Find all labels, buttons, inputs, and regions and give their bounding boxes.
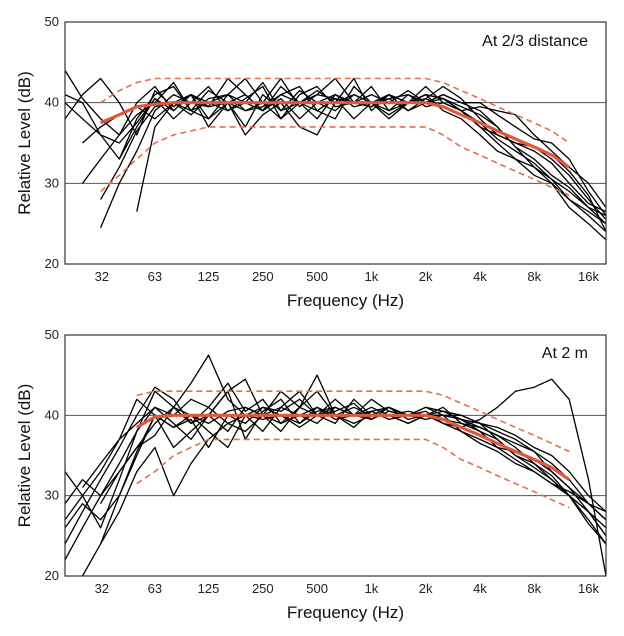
y-axis-label: Relative Level (dB): [15, 71, 34, 215]
lower-tolerance-line: [136, 438, 570, 509]
x-tick-label: 250: [252, 269, 274, 284]
measured-series-line: [118, 77, 606, 232]
x-tick-label: 4k: [473, 581, 487, 596]
y-tick-label: 40: [45, 95, 59, 110]
chart-panel-2: 20 30 40 50 32 63 125 250 500 1k 2k 4k 8k 16k At 2 m Fr…: [15, 327, 607, 622]
x-tick-label: 125: [198, 269, 220, 284]
plot-area: [65, 354, 606, 576]
x-tick-label: 32: [95, 581, 109, 596]
chart-panel-1: 20 30 40 50 32 63 125 250 500 1k 2k 4k 8k 16k At 2/3 d…: [15, 14, 607, 310]
x-tick-label: 500: [306, 269, 328, 284]
y-tick-label: 20: [45, 256, 59, 271]
measured-series-line: [81, 77, 606, 216]
measured-series-line: [65, 390, 606, 561]
panel-title: At 2/3 distance: [482, 33, 588, 50]
x-tick-label: 500: [306, 581, 328, 596]
x-tick-label: 1k: [365, 581, 379, 596]
x-tick-label: 8k: [527, 269, 541, 284]
measured-series-line: [100, 406, 606, 545]
x-axis-label: Frequency (Hz): [287, 603, 404, 622]
x-tick-label: 63: [148, 269, 162, 284]
y-tick-label: 40: [45, 407, 59, 422]
average-curve-line: [135, 413, 571, 481]
upper-tolerance-line: [136, 390, 570, 453]
y-tick-label: 20: [45, 568, 59, 583]
x-tick-label: 1k: [365, 269, 379, 284]
x-tick-label: 125: [198, 581, 220, 596]
measured-series-line: [100, 93, 606, 208]
panel-title: At 2 m: [542, 345, 588, 362]
x-tick-label: 2k: [419, 581, 433, 596]
plot-area: [65, 70, 606, 241]
plot-frame: [64, 334, 607, 577]
measured-series-line: [82, 93, 606, 221]
y-tick-label: 30: [45, 488, 59, 503]
plot-frame: [64, 21, 607, 265]
y-axis-label: Relative Level (dB): [15, 384, 34, 528]
x-tick-label: 8k: [527, 581, 541, 596]
x-tick-label: 16k: [578, 269, 599, 284]
x-tick-label: 16k: [578, 581, 599, 596]
lower-tolerance-line: [100, 126, 570, 197]
measured-series-line: [100, 406, 606, 521]
x-tick-label: 4k: [473, 269, 487, 284]
x-tick-label: 250: [252, 581, 274, 596]
y-tick-label: 50: [45, 14, 59, 29]
average-curve-line: [99, 101, 571, 169]
x-tick-label: 63: [148, 581, 162, 596]
y-tick-label: 50: [45, 327, 59, 342]
x-tick-label: 32: [95, 269, 109, 284]
measured-series-line: [81, 406, 606, 576]
x-axis-label: Frequency (Hz): [287, 291, 404, 310]
y-tick-label: 30: [45, 175, 59, 190]
measured-series-line: [65, 374, 606, 513]
measured-series-line: [65, 354, 606, 545]
upper-tolerance-line: [100, 77, 570, 144]
x-tick-label: 2k: [419, 269, 433, 284]
